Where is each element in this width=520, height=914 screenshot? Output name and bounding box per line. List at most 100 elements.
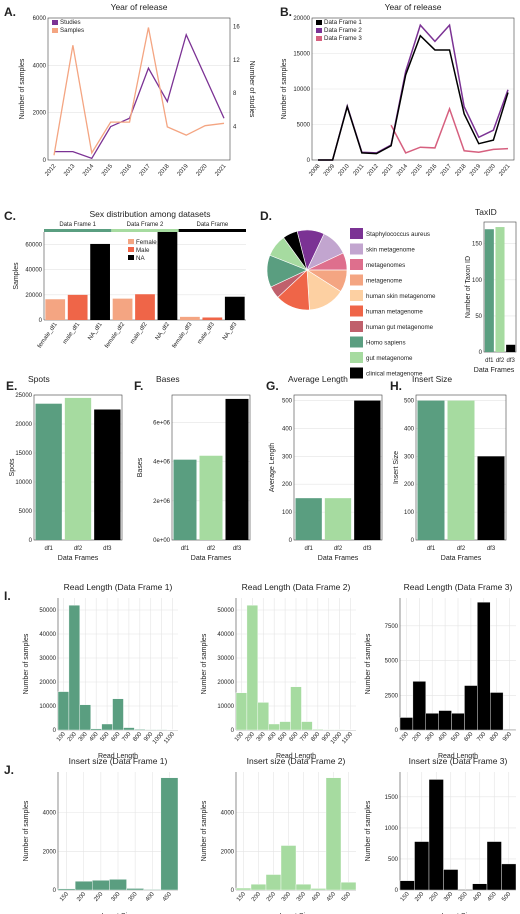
panel-label: A.	[4, 5, 16, 19]
x-tick-label: 200	[251, 891, 262, 903]
x-tick-label: male_df2	[130, 321, 149, 345]
bar	[92, 880, 110, 891]
y-tick-label: 50000	[217, 608, 234, 614]
x-tick-label: 2010	[338, 163, 352, 178]
y-tick-label: 0	[53, 888, 57, 894]
y-tick-label: 40000	[25, 268, 42, 274]
bar	[301, 721, 313, 731]
plot-frame	[311, 17, 515, 161]
bar	[199, 455, 223, 540]
y-tick-label: 200	[282, 482, 293, 488]
y-axis-label: Number of samples	[23, 800, 30, 861]
x-tick-label: NA_df2	[155, 321, 172, 341]
legend-label: human gut metagenome	[366, 324, 434, 331]
y-tick-label: 40000	[39, 632, 56, 638]
x-axis-label: Data Frames	[191, 555, 232, 562]
bar	[495, 227, 505, 352]
x-axis-label: Data Frames	[474, 367, 515, 374]
y-tick-label: 500	[404, 399, 415, 405]
bar	[414, 841, 430, 891]
y-tick-label: 4000	[43, 811, 57, 817]
x-tick-label: 200	[245, 731, 256, 743]
chart-title: Year of release	[111, 2, 168, 12]
y-tick-label: 20000	[15, 422, 32, 428]
x-tick-label: df3	[233, 546, 242, 552]
bar	[57, 888, 76, 891]
bar	[225, 398, 249, 540]
y-tick-label: 0	[411, 538, 415, 544]
y-tick-label: 2000	[43, 849, 57, 855]
x-tick-label: 2014	[82, 163, 96, 178]
bar	[340, 882, 357, 891]
x-tick-label: 800	[310, 731, 321, 743]
y-tick-label: 20000	[39, 680, 56, 686]
x-tick-label: df1	[304, 546, 313, 552]
y-tick-label: 15000	[293, 52, 310, 58]
y-tick-label: 0	[395, 888, 399, 894]
bar	[74, 881, 93, 891]
x-tick-label: 150	[59, 891, 70, 903]
chart-title: TaxID	[475, 207, 497, 217]
bar	[477, 456, 505, 540]
x-tick-label: 250	[429, 891, 440, 903]
bar	[412, 681, 426, 731]
x-tick-label: 2021	[498, 163, 512, 178]
y-tick-label: 50000	[39, 608, 56, 614]
x-tick-label: 2016	[120, 163, 134, 178]
y-tick-label: 5000	[297, 123, 311, 129]
legend-label: Data Frame 2	[324, 27, 362, 34]
legend-label: Male	[136, 247, 150, 254]
bar	[57, 691, 70, 731]
y-axis-label: Insert Size	[393, 451, 400, 484]
y-tick-label: 30000	[39, 656, 56, 662]
x-tick-label: female_df3	[172, 321, 194, 349]
bar	[280, 845, 297, 891]
x-tick-label: 300	[443, 891, 454, 903]
y-tick-label: 300	[404, 454, 415, 460]
y-tick-label: 4000	[221, 811, 235, 817]
x-tick-label: 2011	[352, 163, 365, 177]
bar	[451, 713, 465, 731]
legend-label: Studies	[60, 19, 81, 26]
x-tick-label: 900	[321, 731, 332, 743]
bar	[94, 409, 121, 540]
y-tick-label: 2000	[33, 111, 47, 117]
facet-strip	[178, 229, 246, 232]
bar	[112, 298, 133, 320]
x-tick-label: 450	[326, 891, 337, 903]
panel-label: D.	[260, 209, 272, 223]
y-axis-label: Number of samples	[365, 800, 372, 861]
x-tick-label: df2	[496, 358, 505, 364]
bar	[464, 685, 478, 731]
x-tick-label: 500	[100, 731, 111, 743]
x-tick-label: 1000	[330, 731, 344, 746]
series-line	[54, 32, 225, 160]
y2-tick-label: 16	[233, 24, 240, 30]
x-axis-label: Data Frames	[441, 555, 482, 562]
bar	[64, 397, 92, 540]
legend-label: human skin metagenome	[366, 293, 436, 300]
bar	[417, 400, 445, 540]
x-tick-label: 2012	[367, 163, 381, 178]
x-tick-label: 2015	[411, 163, 425, 178]
panel-label: C.	[4, 209, 16, 223]
x-tick-label: 400	[438, 731, 449, 743]
bar	[279, 721, 291, 731]
bar	[135, 294, 155, 320]
x-tick-label: 1000	[152, 731, 166, 746]
bar	[101, 723, 113, 731]
legend-swatch	[350, 259, 363, 270]
y-axis-label: Number of samples	[201, 800, 208, 861]
x-tick-label: df3	[103, 546, 112, 552]
y-tick-label: 0	[479, 350, 483, 356]
legend-swatch	[128, 247, 134, 252]
x-tick-label: df1	[181, 546, 190, 552]
y-axis-label: Number of samples	[365, 633, 372, 694]
x-tick-label: 2018	[158, 163, 172, 178]
y-tick-label: 0	[395, 728, 399, 734]
y-tick-label: 15000	[15, 451, 32, 457]
x-tick-label: 1100	[341, 731, 354, 745]
x-tick-label: 900	[143, 731, 154, 743]
x-tick-label: 700	[121, 731, 132, 743]
y-tick-label: 2000	[221, 849, 235, 855]
